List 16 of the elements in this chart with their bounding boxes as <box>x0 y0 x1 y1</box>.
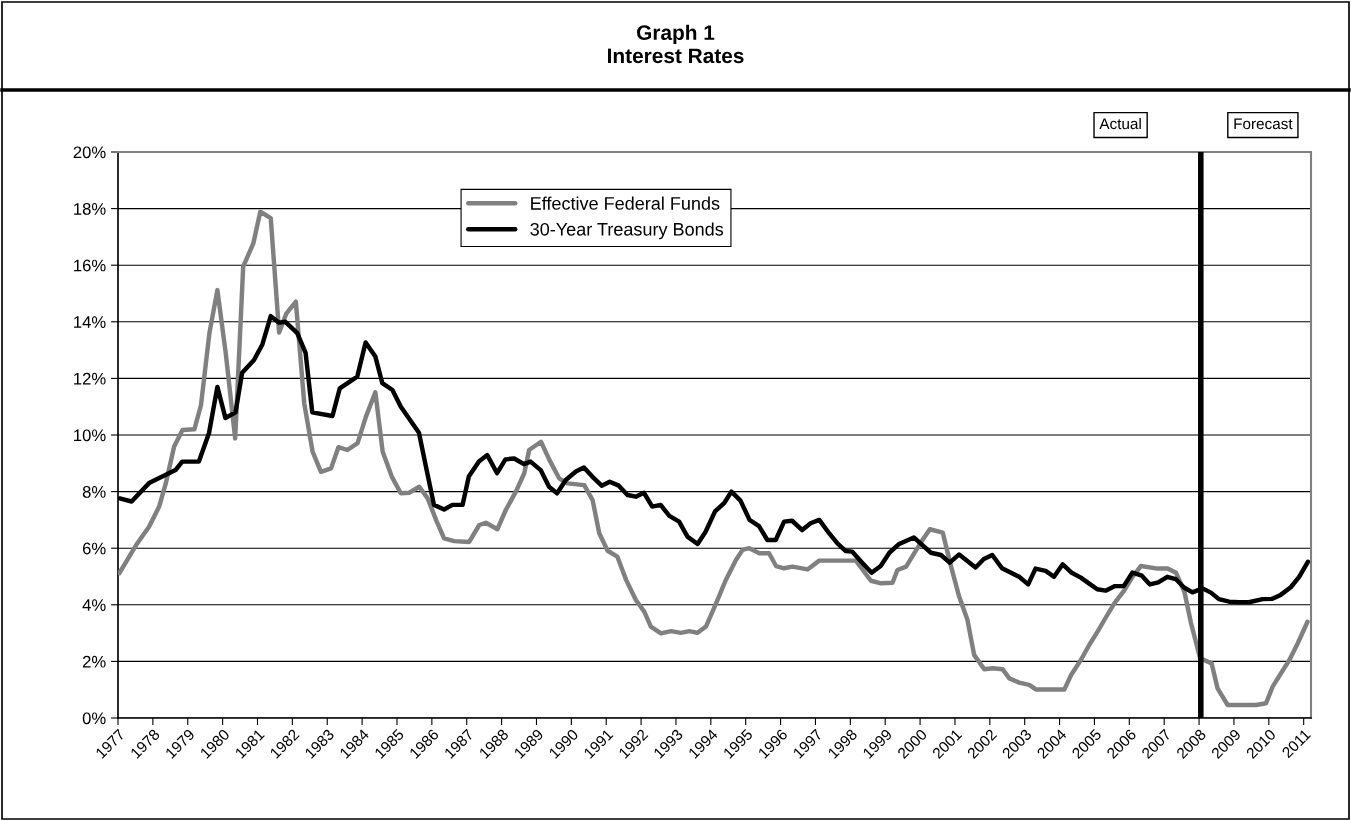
y-tick-label: 20% <box>73 146 106 159</box>
y-tick-label: 6% <box>82 542 106 555</box>
y-tick-label: 10% <box>74 429 106 442</box>
legend-label: 30-Year Treasury Bonds <box>530 222 724 240</box>
y-tick-label: 8% <box>82 486 106 498</box>
y-tick-label: 18% <box>74 203 106 215</box>
chart-title: Graph 1 Interest Rates <box>608 24 744 64</box>
text: Actual <box>1099 117 1141 130</box>
y-tick-label: 0% <box>82 712 106 725</box>
y-tick-label: 16% <box>74 259 106 272</box>
y-tick-label: 12% <box>74 372 106 385</box>
text: Forecast <box>1234 118 1293 130</box>
y-tick-label: 4% <box>82 599 106 611</box>
y-tick-label: 2% <box>82 655 106 668</box>
y-tick-label: 14% <box>74 316 106 328</box>
legend-label: Effective Federal Funds <box>531 196 720 210</box>
